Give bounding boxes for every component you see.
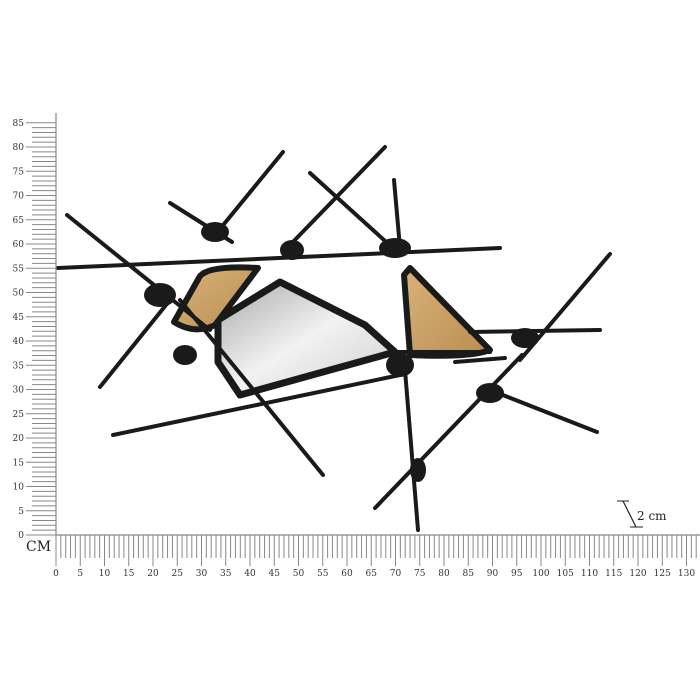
- metal-frame: [56, 145, 612, 532]
- frame-bar: [453, 356, 507, 364]
- horizontal-tick-label: 50: [293, 569, 305, 579]
- vertical-tick-label: 35: [13, 361, 25, 371]
- horizontal-tick-label: 115: [605, 569, 622, 579]
- scale-note: 2 cm: [637, 509, 667, 523]
- scale-indicator: 2 cm: [617, 500, 667, 528]
- frame-bar: [65, 213, 212, 332]
- vertical-tick-label: 5: [18, 507, 24, 517]
- vertical-tick-label: 30: [13, 386, 25, 396]
- vertical-tick-label: 75: [13, 167, 25, 177]
- horizontal-tick-label: 0: [53, 569, 59, 579]
- vertical-tick-label: 20: [13, 434, 25, 444]
- vertical-tick-label: 10: [13, 483, 25, 493]
- horizontal-tick-label: 45: [269, 569, 281, 579]
- vertical-tick-label: 45: [13, 313, 25, 323]
- horizontal-tick-label: 105: [557, 569, 574, 579]
- horizontal-tick-label: 10: [99, 569, 111, 579]
- vertical-tick-label: 70: [13, 192, 25, 202]
- horizontal-tick-label: 5: [77, 569, 83, 579]
- horizontal-ruler: 0 5 10 15 20 25 30 35 40 45 50 55 60 65 70 75 80 85 90 95 10…: [53, 534, 700, 579]
- horizontal-tick-label: 110: [581, 569, 598, 579]
- vertical-tick-label: 0: [18, 531, 24, 541]
- vertical-tick-label: 40: [13, 337, 25, 347]
- horizontal-tick-label: 85: [463, 569, 475, 579]
- horizontal-tick-label: 30: [196, 569, 208, 579]
- vertical-tick-label: 55: [13, 264, 25, 274]
- frame-bar: [216, 358, 242, 397]
- frame-bar: [178, 298, 325, 477]
- frame-bar: [373, 353, 524, 510]
- vertical-tick-label: 50: [13, 289, 25, 299]
- vertical-tick-label: 60: [13, 240, 25, 250]
- horizontal-tick-label: 55: [317, 569, 329, 579]
- horizontal-tick-label: 25: [172, 569, 184, 579]
- frame-bar: [213, 150, 285, 237]
- frame-hubs: [144, 222, 539, 482]
- frame-bar: [403, 368, 420, 532]
- vertical-tick-label: 25: [13, 410, 25, 420]
- horizontal-tick-label: 70: [390, 569, 402, 579]
- horizontal-tick-label: 80: [438, 569, 450, 579]
- frame-bar: [98, 298, 172, 389]
- horizontal-tick-label: 20: [147, 569, 159, 579]
- horizontal-tick-label: 100: [532, 569, 549, 579]
- vertical-tick-label: 65: [13, 216, 25, 226]
- frame-bar: [468, 328, 602, 334]
- horizontal-tick-label: 90: [487, 569, 499, 579]
- horizontal-tick-label: 130: [678, 569, 695, 579]
- horizontal-tick-label: 15: [123, 569, 135, 579]
- vertical-ruler: 0 5 10 15 20 25 30 35 40 45 50 55 60 65 70 75 80 85: [13, 113, 57, 541]
- vertical-tick-label: 80: [13, 143, 25, 153]
- frame-bar: [488, 388, 599, 434]
- horizontal-tick-label: 40: [244, 569, 256, 579]
- frame-bar: [56, 246, 502, 270]
- horizontal-tick-label: 60: [341, 569, 353, 579]
- vertical-tick-label: 15: [13, 458, 25, 468]
- horizontal-tick-label: 125: [654, 569, 671, 579]
- horizontal-tick-label: 95: [511, 569, 523, 579]
- horizontal-tick-label: 35: [220, 569, 232, 579]
- frame-bar: [392, 178, 402, 250]
- horizontal-tick-label: 65: [366, 569, 378, 579]
- unit-label: CM: [26, 539, 51, 555]
- horizontal-tick-label: 75: [414, 569, 426, 579]
- vertical-tick-label: 85: [13, 119, 25, 129]
- frame-bar: [308, 171, 397, 252]
- horizontal-tick-label: 120: [629, 569, 646, 579]
- frame-bar: [111, 373, 402, 437]
